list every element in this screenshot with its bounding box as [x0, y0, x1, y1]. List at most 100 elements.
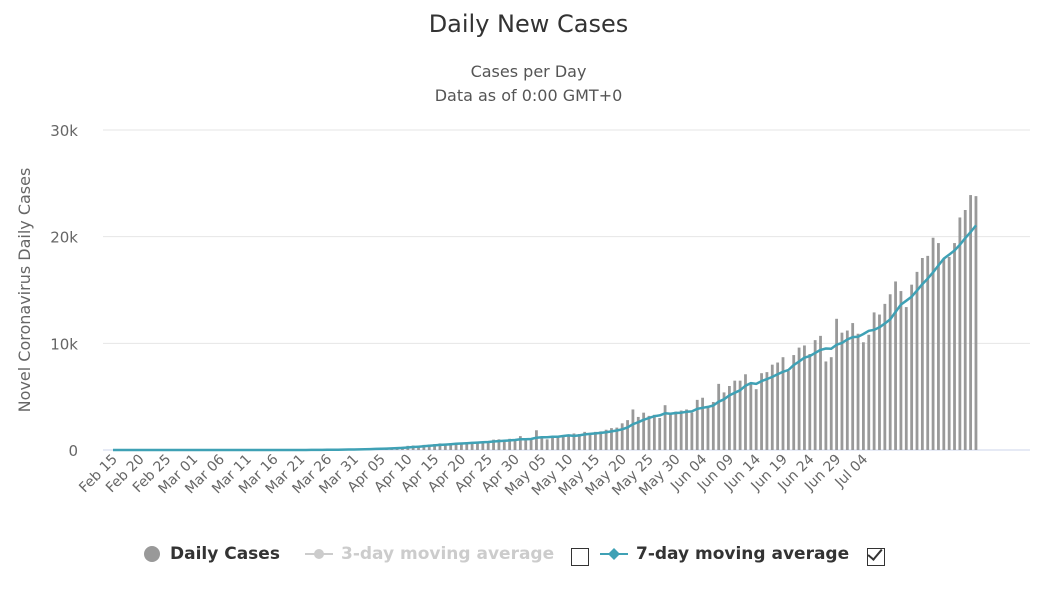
daily-cases-bar [904, 307, 908, 450]
daily-cases-bar [690, 412, 694, 450]
daily-cases-bar [642, 412, 646, 450]
chart-plot: 0 10k 20k 30k Novel Coronavirus Daily Cases… [15, 122, 1030, 499]
y-tick-label: 0 [68, 442, 78, 460]
daily-cases-bar [711, 402, 715, 450]
legend-item-7-day-ma[interactable]: 7-day moving average [600, 544, 849, 564]
daily-cases-bar [588, 432, 592, 450]
daily-cases-bar [792, 355, 796, 450]
daily-cases-bar [508, 438, 512, 450]
daily-cases-bar [486, 441, 490, 450]
daily-cases-bar [438, 443, 442, 450]
y-tick-label: 20k [50, 229, 78, 247]
daily-cases-bar [915, 271, 919, 450]
daily-cases-bar [878, 314, 881, 450]
chart-legend: Daily Cases 3-day moving average 7-day m… [0, 540, 1057, 574]
daily-cases-bar [797, 347, 801, 450]
daily-cases-bar [947, 256, 951, 450]
daily-cases-bar [545, 439, 549, 450]
daily-cases-bar [513, 439, 517, 450]
daily-cases-bar [819, 335, 822, 450]
daily-cases-bar [497, 439, 501, 450]
daily-cases-bar [561, 435, 565, 450]
daily-cases-bar [567, 434, 570, 450]
daily-cases-bar [808, 354, 812, 450]
daily-cases-bar [626, 420, 629, 450]
legend-label-7-day-ma: 7-day moving average [636, 544, 850, 564]
daily-cases-bar [845, 330, 849, 450]
daily-cases-bar [470, 441, 474, 450]
daily-cases-bar [647, 415, 651, 450]
daily-cases-bar [610, 428, 613, 450]
daily-cases-bar [851, 323, 855, 450]
daily-cases-bar [856, 333, 860, 450]
checkbox-3-day-ma[interactable] [571, 548, 589, 566]
daily-cases-bar [749, 383, 753, 450]
daily-cases-bar [733, 380, 737, 450]
legend-item-3-day-ma[interactable]: 3-day moving average [305, 544, 554, 564]
daily-cases-bar [706, 406, 710, 450]
daily-cases-bar [786, 371, 790, 450]
checkmark-icon [867, 545, 883, 561]
daily-cases-bar [583, 431, 587, 450]
daily-cases-bar [679, 410, 683, 450]
daily-cases-bar [577, 434, 581, 450]
legend-circle-icon [144, 546, 160, 562]
daily-cases-bar [417, 445, 420, 450]
daily-cases-bar [518, 436, 522, 450]
daily-cases-bar [840, 332, 844, 450]
daily-cases-bar [883, 303, 887, 450]
daily-cases-bar [636, 416, 640, 450]
moving-average-line [113, 224, 977, 452]
y-tick-label: 10k [50, 335, 78, 353]
daily-cases-bar [524, 440, 528, 450]
chart-title: Daily New Cases [428, 10, 629, 38]
daily-cases-bar [594, 431, 597, 450]
y-axis-ticks: 0 10k 20k 30k [50, 122, 78, 460]
daily-cases-bar [631, 409, 635, 450]
daily-cases-bar [867, 334, 871, 450]
legend-line-marker-icon [600, 548, 628, 560]
daily-cases-bar [738, 380, 742, 450]
checkbox-7-day-ma[interactable] [867, 545, 885, 566]
legend-line-marker-icon [305, 549, 333, 559]
daily-cases-bar [910, 284, 914, 450]
daily-cases-bar [722, 392, 726, 450]
daily-cases-bar [529, 438, 533, 450]
seven-day-moving-average-line [113, 224, 977, 452]
daily-cases-bar [894, 281, 897, 450]
legend-label-daily-cases: Daily Cases [170, 544, 280, 564]
daily-cases-bar [958, 217, 962, 450]
daily-cases-bar [803, 345, 806, 450]
daily-cases-bar [942, 259, 946, 450]
daily-cases-bar [835, 318, 838, 450]
daily-cases-bar [599, 431, 603, 450]
daily-cases-bar [433, 444, 436, 450]
daily-cases-bar [862, 342, 865, 450]
daily-cases-bar [701, 397, 704, 450]
daily-cases-bar [888, 294, 892, 450]
daily-cases-bar [920, 258, 924, 450]
daily-cases-bar [776, 362, 780, 450]
daily-cases-bar [813, 340, 817, 450]
daily-cases-bar [953, 243, 956, 450]
daily-cases-bar [454, 443, 458, 450]
daily-cases-bar [765, 372, 769, 450]
daily-cases-bar [604, 429, 608, 450]
daily-cases-bar [443, 443, 447, 450]
legend-item-daily-cases[interactable]: Daily Cases [142, 544, 280, 564]
daily-cases-bar [556, 435, 560, 450]
daily-cases-bar [770, 364, 774, 450]
daily-cases-bar [744, 374, 747, 450]
daily-cases-bar [754, 389, 758, 450]
daily-cases-bar [931, 237, 935, 450]
daily-cases-bar [663, 405, 667, 450]
daily-cases-bar [824, 361, 828, 450]
chart-subtitle-line-1: Cases per Day [470, 62, 587, 81]
daily-cases-bar [492, 439, 495, 450]
daily-cases-bar [535, 430, 538, 450]
daily-cases-bar [926, 255, 930, 450]
daily-cases-bar [551, 436, 554, 450]
daily-cases-bar [829, 357, 833, 450]
daily-cases-bars [299, 195, 978, 450]
